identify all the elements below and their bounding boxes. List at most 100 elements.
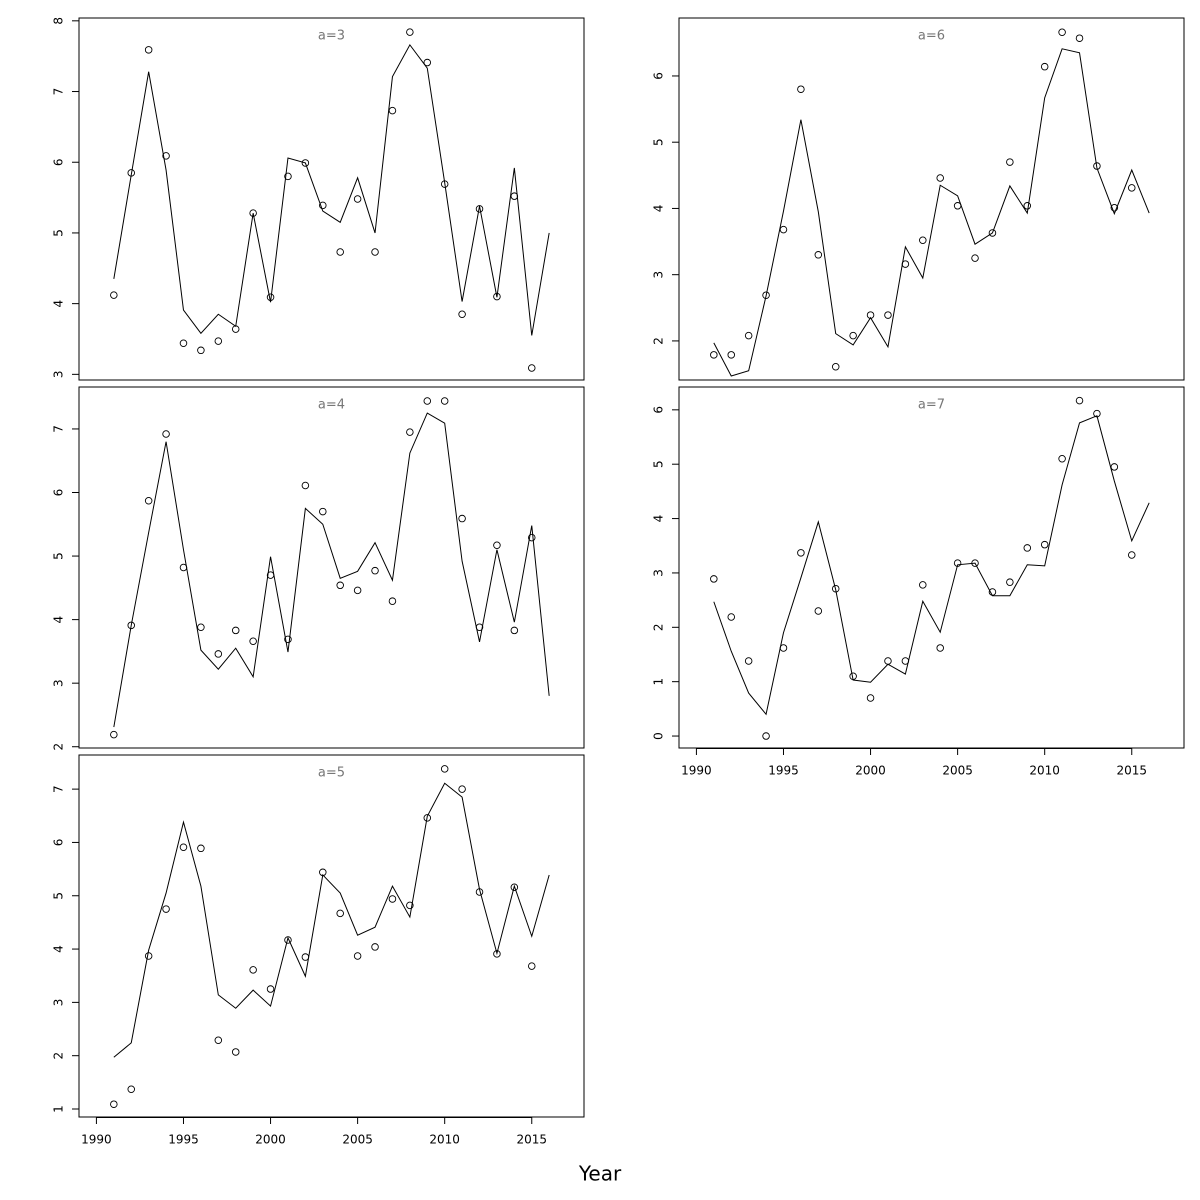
data-point bbox=[406, 428, 414, 436]
data-point bbox=[406, 901, 414, 910]
y-tick-label: 2 bbox=[652, 623, 666, 631]
fitted-line bbox=[713, 415, 1150, 716]
data-point bbox=[814, 251, 823, 259]
x-tick-label: 2015 bbox=[1116, 764, 1147, 778]
data-point bbox=[162, 152, 170, 160]
data-point bbox=[162, 905, 170, 913]
data-point bbox=[127, 1085, 135, 1094]
panel: a=4 2 3 4 5 6 7 bbox=[52, 386, 585, 751]
fitted-line bbox=[113, 782, 550, 1058]
data-point bbox=[1040, 62, 1049, 71]
data-point bbox=[884, 311, 892, 319]
data-point bbox=[797, 549, 805, 557]
y-tick-label: 4 bbox=[652, 515, 666, 523]
data-point bbox=[1110, 204, 1119, 212]
data-point bbox=[458, 785, 466, 793]
data-point bbox=[797, 85, 805, 93]
data-point bbox=[197, 623, 205, 631]
data-point bbox=[831, 363, 840, 371]
x-tick-label: 1990 bbox=[81, 1133, 112, 1147]
data-point bbox=[1128, 551, 1136, 559]
panel: a=6 2 3 4 5 6 bbox=[652, 17, 1185, 381]
data-point bbox=[744, 657, 753, 665]
data-point bbox=[936, 644, 944, 652]
data-point bbox=[762, 732, 770, 740]
data-point bbox=[284, 172, 292, 181]
y-tick-label: 1 bbox=[652, 678, 666, 686]
y-tick-label: 6 bbox=[52, 839, 66, 847]
y-tick-label: 3 bbox=[52, 371, 66, 379]
y-tick-label: 2 bbox=[652, 337, 666, 345]
data-point bbox=[493, 541, 501, 550]
data-point bbox=[336, 248, 344, 256]
data-point bbox=[919, 236, 927, 244]
y-tick-label: 2 bbox=[52, 1052, 66, 1060]
y-tick-label: 0 bbox=[652, 732, 666, 740]
data-point bbox=[744, 331, 753, 340]
y-tick-label: 1 bbox=[52, 1105, 66, 1113]
y-tick-label: 4 bbox=[52, 945, 66, 953]
data-point bbox=[388, 106, 397, 115]
data-point bbox=[179, 843, 188, 851]
data-point bbox=[214, 1036, 223, 1044]
data-point bbox=[779, 225, 788, 234]
data-point bbox=[1006, 158, 1014, 166]
data-point bbox=[144, 497, 153, 505]
data-point bbox=[162, 430, 170, 438]
plot-frame bbox=[78, 17, 585, 381]
x-tick-label: 2015 bbox=[516, 1133, 547, 1147]
y-tick-label: 6 bbox=[652, 72, 666, 80]
data-point bbox=[458, 310, 466, 318]
data-point bbox=[336, 581, 344, 590]
data-point bbox=[528, 962, 536, 970]
data-point bbox=[988, 229, 997, 237]
data-point bbox=[249, 637, 257, 645]
panel: a=3 3 4 5 6 7 8 bbox=[52, 17, 585, 381]
plot-frame bbox=[678, 17, 1185, 381]
data-point bbox=[727, 351, 735, 359]
data-point bbox=[214, 337, 223, 345]
panel: a=7 0 1 2 3 4 5 6 1990 1995 2000 2005 2010 2015 bbox=[652, 386, 1185, 778]
data-point bbox=[423, 814, 432, 822]
x-tick-label: 2010 bbox=[1029, 764, 1060, 778]
data-point bbox=[528, 533, 536, 542]
data-point bbox=[110, 1100, 118, 1108]
data-point bbox=[179, 339, 188, 347]
panel-title: a=7 bbox=[918, 398, 945, 413]
data-point bbox=[336, 909, 344, 918]
y-tick-label: 7 bbox=[52, 88, 66, 96]
panel-title: a=6 bbox=[918, 29, 945, 44]
data-point bbox=[710, 575, 718, 583]
data-point bbox=[971, 254, 979, 262]
data-point bbox=[528, 364, 536, 372]
data-point bbox=[249, 209, 257, 217]
data-point bbox=[919, 581, 927, 589]
data-point bbox=[214, 650, 223, 658]
data-point bbox=[1023, 202, 1032, 210]
y-tick-label: 4 bbox=[52, 616, 66, 624]
data-point bbox=[353, 952, 362, 960]
data-point bbox=[849, 331, 857, 340]
y-tick-label: 2 bbox=[52, 743, 66, 751]
x-tick-label: 2010 bbox=[429, 1133, 460, 1147]
data-point bbox=[197, 844, 205, 853]
data-point bbox=[301, 953, 310, 961]
x-tick-label: 2000 bbox=[855, 764, 886, 778]
data-point bbox=[493, 950, 501, 958]
data-point bbox=[388, 895, 397, 903]
y-tick-label: 8 bbox=[52, 17, 66, 25]
y-tick-label: 6 bbox=[52, 158, 66, 166]
data-point bbox=[144, 952, 153, 960]
y-tick-label: 6 bbox=[52, 489, 66, 497]
x-tick-label: 1995 bbox=[768, 764, 799, 778]
data-point bbox=[884, 657, 892, 665]
plot-frame bbox=[78, 754, 585, 1118]
data-point bbox=[1040, 540, 1049, 549]
y-tick-label: 5 bbox=[52, 892, 66, 900]
data-point bbox=[1128, 184, 1136, 192]
data-point bbox=[249, 966, 257, 974]
data-point bbox=[319, 507, 327, 516]
data-point bbox=[727, 613, 735, 621]
x-tick-label: 2005 bbox=[942, 764, 973, 778]
